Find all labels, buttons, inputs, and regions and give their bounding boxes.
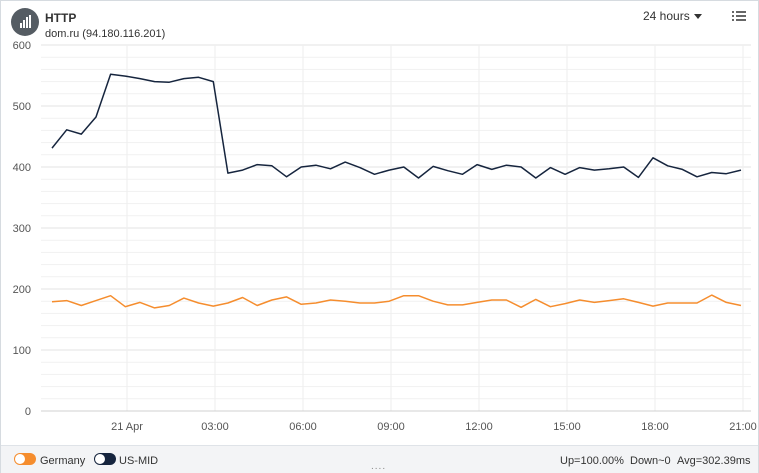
legend-toggle-us-mid[interactable] [94, 453, 116, 465]
series-line-us-mid [51, 73, 742, 179]
resize-grip-icon[interactable]: .... [371, 461, 387, 472]
x-tick-label: 03:00 [201, 421, 229, 433]
time-range-dropdown[interactable]: 24 hours [643, 9, 702, 23]
y-tick-label: 300 [13, 223, 31, 235]
series-line-germany [51, 294, 742, 309]
x-tick-label: 21 Apr [111, 421, 143, 433]
response-time-chart: 0 100 200 300 400 500 600 21 Apr 03:00 06:00 09:00… [13, 40, 757, 433]
bar-chart-icon [11, 8, 39, 36]
x-tick-label: 15:00 [553, 421, 581, 433]
list-menu-icon[interactable] [730, 9, 748, 23]
y-tick-label: 0 [25, 406, 31, 418]
x-tick-label: 09:00 [377, 421, 405, 433]
y-tick-label: 500 [13, 101, 31, 113]
y-tick-label: 100 [13, 345, 31, 357]
x-tick-label: 06:00 [289, 421, 317, 433]
time-range-label: 24 hours [643, 9, 690, 23]
chevron-down-icon [693, 14, 702, 20]
x-tick-label: 12:00 [465, 421, 493, 433]
y-tick-label: 600 [13, 40, 31, 52]
legend-label-us-mid: US-MID [119, 455, 159, 467]
x-tick-label: 21:00 [729, 421, 757, 433]
y-tick-label: 200 [13, 284, 31, 296]
uptime-stat: Up=100.00% [560, 455, 624, 467]
legend-label-germany: Germany [40, 455, 86, 467]
chart-footer: Germany US-MID .... Up=100.00% Down~0 Av… [1, 445, 758, 473]
monitor-subtitle: dom.ru (94.180.116.201) [45, 28, 166, 40]
x-tick-label: 18:00 [641, 421, 669, 433]
avg-response-stat: Avg=302.39ms [677, 455, 751, 467]
legend-toggle-germany[interactable] [14, 453, 36, 465]
monitor-title: HTTP [45, 11, 77, 25]
downtime-stat: Down~0 [630, 455, 671, 467]
y-tick-label: 400 [13, 162, 31, 174]
